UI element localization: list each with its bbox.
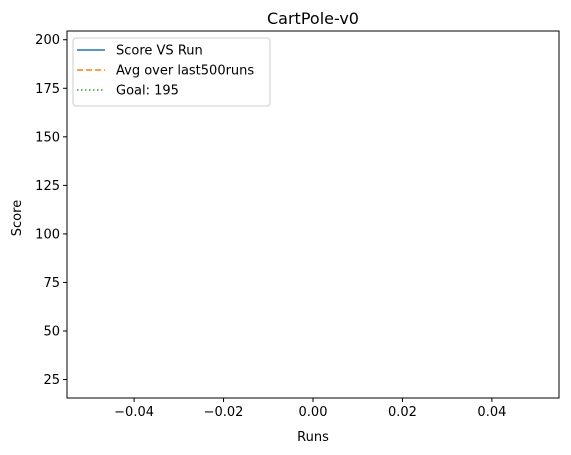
y-axis-ticks: 25 50 75 100 125 150 175 200: [35, 33, 67, 388]
legend-label: Goal: 195: [116, 84, 179, 99]
x-axis-label: Runs: [297, 430, 329, 445]
legend-label: Avg over last500runs: [116, 64, 254, 79]
y-tick-label: 125: [35, 179, 60, 194]
x-tick-label: 0.00: [299, 405, 328, 420]
legend-label: Score VS Run: [116, 44, 203, 59]
x-tick-label: −0.04: [114, 405, 154, 420]
x-tick-label: 0.04: [477, 405, 506, 420]
y-axis-label: Score: [10, 200, 25, 236]
x-axis-ticks: −0.04 −0.02 0.00 0.02 0.04: [114, 398, 506, 420]
y-tick-label: 75: [43, 276, 60, 291]
y-tick-label: 150: [35, 130, 60, 145]
y-tick-label: 25: [43, 373, 60, 388]
x-tick-label: 0.02: [388, 405, 417, 420]
x-tick-label: −0.02: [204, 405, 244, 420]
y-tick-label: 175: [35, 82, 60, 97]
y-tick-label: 200: [35, 33, 60, 48]
legend: Score VS Run Avg over last500runs Goal: 19…: [73, 38, 270, 106]
chart-title: CartPole-v0: [267, 9, 359, 28]
y-tick-label: 50: [43, 325, 60, 340]
y-tick-label: 100: [35, 227, 60, 242]
